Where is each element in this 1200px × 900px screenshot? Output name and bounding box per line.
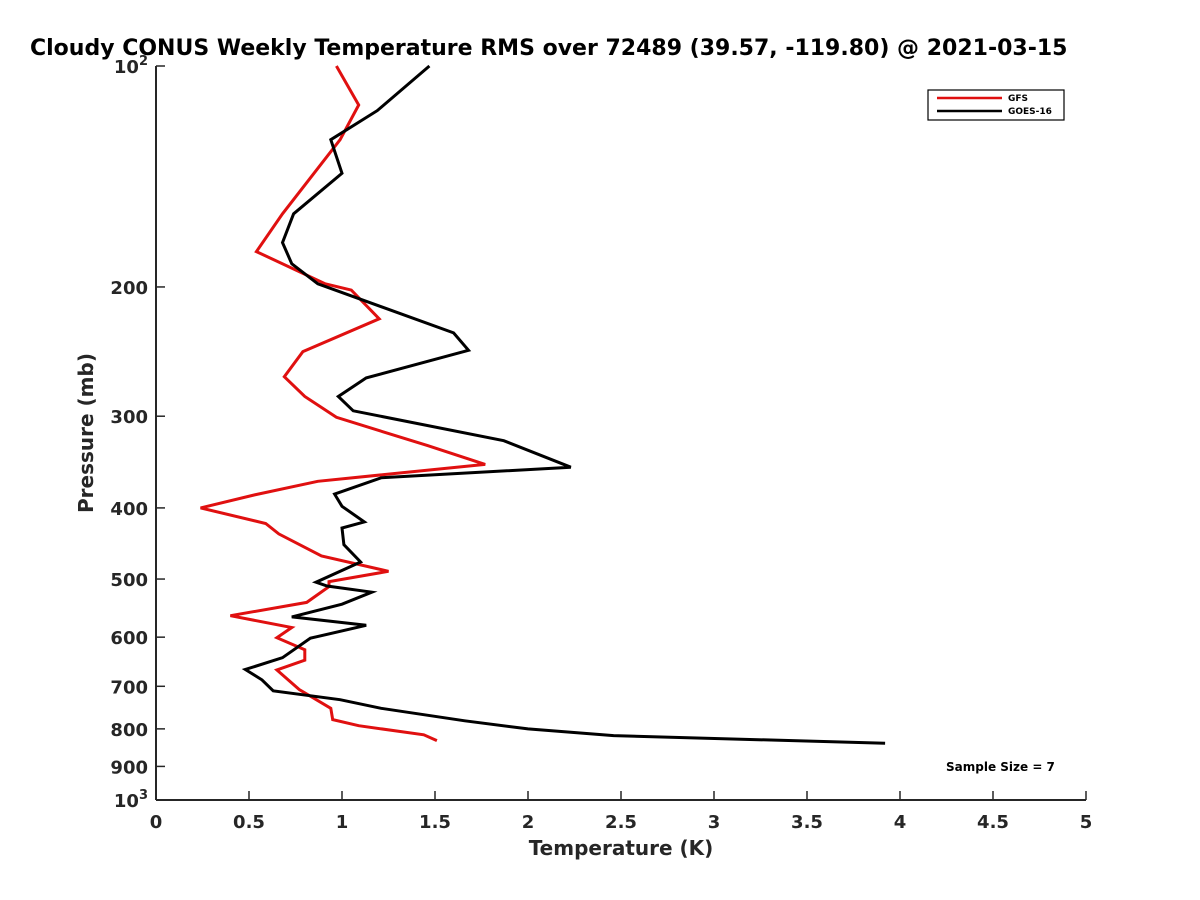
y-tick-label: 900: [110, 757, 148, 778]
y-tick-label: 103: [114, 788, 148, 812]
legend-label-goes16: GOES-16: [1008, 107, 1052, 117]
x-tick-label: 2.5: [605, 812, 637, 833]
x-tick-label: 3: [708, 812, 721, 833]
sample-size-annotation: Sample Size = 7: [946, 760, 1055, 774]
chart-title: Cloudy CONUS Weekly Temperature RMS over…: [30, 36, 1067, 61]
y-tick-label: 600: [110, 628, 148, 649]
x-tick-label: 1: [336, 812, 349, 833]
y-axis-label: Pressure (mb): [74, 353, 98, 513]
y-tick-label: 102: [114, 54, 148, 78]
y-axis-ticks: 102 200 300 400 500 600 700 800 900 103: [110, 54, 165, 812]
y-tick-label: 800: [110, 720, 148, 741]
x-axis-ticks: 0 0.5 1 1.5 2 2.5 3 3.5 4 4.5 5: [150, 791, 1093, 833]
x-axis-label: Temperature (K): [529, 836, 714, 860]
series-line-gfs: [200, 65, 486, 742]
series-line-goes16: [241, 64, 886, 745]
y-tick-label: 500: [110, 570, 148, 591]
y-tick-label: 300: [110, 407, 148, 428]
x-tick-label: 5: [1080, 812, 1093, 833]
x-tick-label: 0: [150, 812, 163, 833]
series-lines: [200, 64, 886, 745]
y-tick-label: 200: [110, 278, 148, 299]
x-tick-label: 1.5: [419, 812, 451, 833]
x-tick-label: 2: [522, 812, 535, 833]
x-tick-label: 4: [894, 812, 907, 833]
x-tick-label: 4.5: [977, 812, 1009, 833]
legend-label-gfs: GFS: [1008, 94, 1028, 104]
legend-box: [927, 89, 1065, 121]
y-tick-label: 700: [110, 677, 148, 698]
y-tick-label: 400: [110, 499, 148, 520]
x-tick-label: 0.5: [233, 812, 265, 833]
x-tick-label: 3.5: [791, 812, 823, 833]
legend: GFS GOES-16: [927, 89, 1065, 121]
